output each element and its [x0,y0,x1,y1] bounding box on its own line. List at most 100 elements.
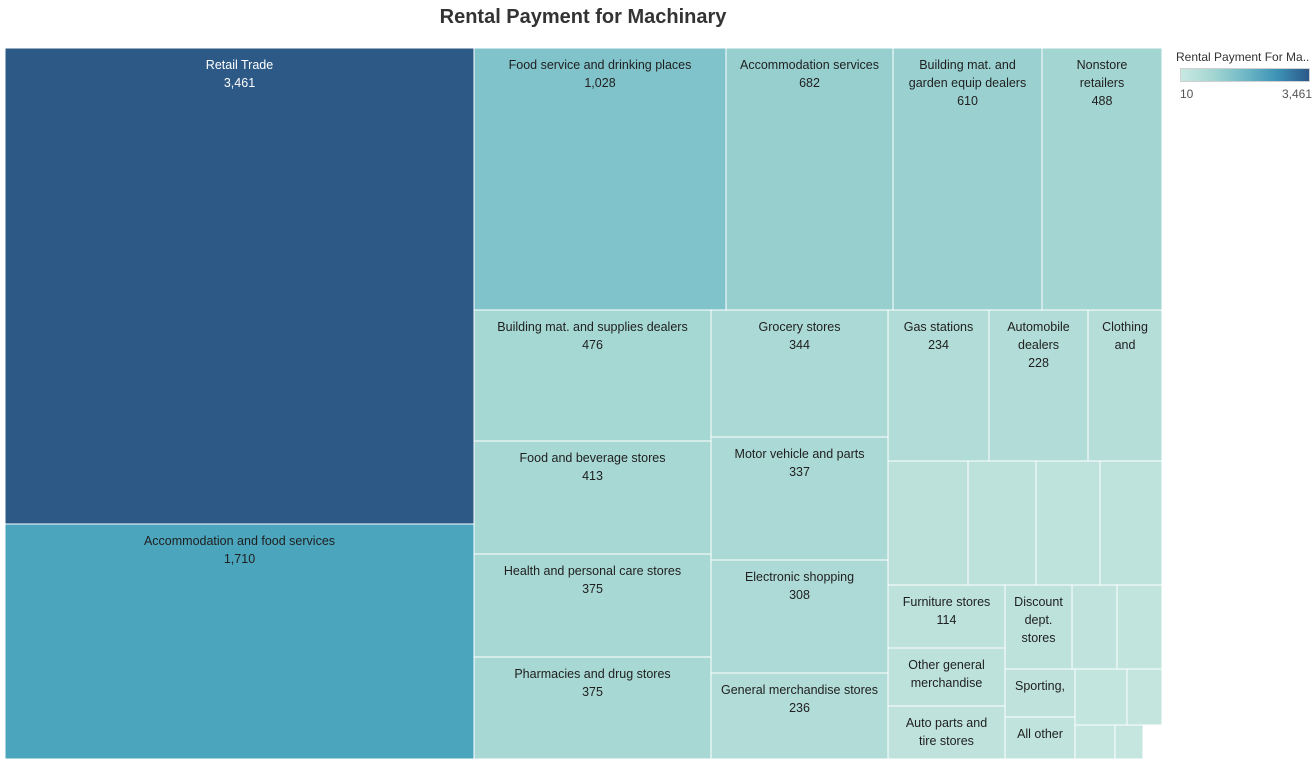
treemap-tile-rect[interactable] [887,460,969,586]
treemap-tile-accommodation-and-food-services[interactable]: Accommodation and food services 1,710 [4,523,475,760]
treemap-tile-motor-vehicle-and-parts[interactable]: Motor vehicle and parts 337 [710,436,889,561]
legend-min-label: 10 [1180,87,1194,101]
tile-label: Auto parts and [906,716,987,730]
treemap-tile-rect[interactable] [1126,668,1163,726]
treemap-tile-building-mat-and-garden-equip-dealers[interactable]: Building mat. and garden equip dealers 610 [892,47,1043,311]
tile-label: merchandise [911,676,983,690]
tile-label: Other general [908,658,984,672]
treemap-tile-general-merchandise-stores[interactable]: General merchandise stores 236 [710,672,889,760]
treemap-tile-rect[interactable] [892,47,1043,311]
treemap-tile-small-28[interactable] [1116,584,1163,670]
treemap-tile-rect[interactable] [1116,584,1163,670]
tile-label: Automobile [1007,320,1070,334]
tile-value: 308 [789,588,810,602]
tile-value: 682 [799,76,820,90]
treemap-tile-small-27[interactable] [1071,584,1118,670]
treemap-tile-auto-parts-and-tire-stores[interactable]: Auto parts and tire stores [887,705,1006,760]
treemap-tile-rect[interactable] [710,559,889,674]
treemap-tile-rect[interactable] [1114,724,1144,760]
tile-value: 413 [582,469,603,483]
treemap-tile-rect[interactable] [1074,668,1128,726]
tile-value: 337 [789,465,810,479]
tile-label: and [1115,338,1136,352]
tile-label: Accommodation and food services [144,534,335,548]
treemap-tile-other-general-merchandise[interactable]: Other general merchandise [887,647,1006,707]
tile-value: 234 [928,338,949,352]
tile-value: 1,028 [584,76,615,90]
treemap-tile-accommodation-services[interactable]: Accommodation services 682 [725,47,894,311]
treemap-tile-rect[interactable] [473,656,712,760]
treemap-tile-rect[interactable] [1041,47,1163,311]
tile-value: 610 [957,94,978,108]
treemap-tile-small-29[interactable] [1074,668,1128,726]
treemap-tile-rect[interactable] [887,647,1006,707]
treemap-tile-small-26[interactable] [1099,460,1163,586]
treemap-tile-rect[interactable] [1004,668,1076,718]
treemap-tile-rect[interactable] [988,309,1089,462]
treemap-tile-small-30[interactable] [1126,668,1163,726]
treemap-tile-automobile-dealers[interactable]: Automobile dealers 228 [988,309,1089,462]
tile-label: Pharmacies and drug stores [514,667,670,681]
tile-label: Gas stations [904,320,973,334]
treemap-tile-rect[interactable] [967,460,1037,586]
treemap-tile-food-and-beverage-stores[interactable]: Food and beverage stores 413 [473,440,712,555]
tile-label: Sporting, [1015,679,1065,693]
treemap-tile-small-23[interactable] [887,460,969,586]
treemap-tile-rect[interactable] [710,436,889,561]
treemap-tile-small-31[interactable] [1074,724,1116,760]
treemap-tile-rect[interactable] [710,672,889,760]
tile-value: 228 [1028,356,1049,370]
treemap-tile-gas-stations[interactable]: Gas stations 234 [887,309,990,462]
tile-value: 114 [937,613,957,627]
treemap-tile-rect[interactable] [473,440,712,555]
treemap-tile-rect[interactable] [887,309,990,462]
treemap-tile-sporting[interactable]: Sporting, [1004,668,1076,718]
treemap-tile-rect[interactable] [1074,724,1116,760]
tile-label: Discount [1014,595,1063,609]
tile-label: Food service and drinking places [509,58,692,72]
treemap-tile-discount-dept-stores[interactable]: Discount dept. stores [1004,584,1073,670]
treemap-tile-pharmacies-and-drug-stores[interactable]: Pharmacies and drug stores 375 [473,656,712,760]
treemap-tile-small-24[interactable] [967,460,1037,586]
tile-value: 3,461 [224,76,255,90]
treemap-tile-electronic-shopping[interactable]: Electronic shopping 308 [710,559,889,674]
treemap-tile-food-service-and-drinking-places[interactable]: Food service and drinking places 1,028 [473,47,727,311]
treemap-tile-retail-trade[interactable]: Retail Trade 3,461 [4,47,475,525]
tile-label: dept. [1025,613,1053,627]
legend-max-label: 3,461 [1281,87,1312,101]
tile-value: 236 [789,701,810,715]
chart-title: Rental Payment for Machinary [439,6,727,28]
treemap-tile-nonstore-retailers[interactable]: Nonstore retailers 488 [1041,47,1163,311]
legend-title: Rental Payment For Ma.. [1176,50,1310,64]
treemap-tile-rect[interactable] [887,705,1006,760]
tile-label: Accommodation services [740,58,879,72]
treemap-tile-rect[interactable] [473,553,712,658]
treemap-tile-small-25[interactable] [1035,460,1101,586]
tile-label: All other [1017,727,1063,741]
tile-label: Motor vehicle and parts [735,447,865,461]
treemap-tile-rect[interactable] [473,309,712,442]
treemap-tile-grocery-stores[interactable]: Grocery stores 344 [710,309,889,438]
tile-label: stores [1021,631,1055,645]
tile-value: 375 [582,582,603,596]
treemap-chart: Retail Trade 3,461 Accommodation and food … [4,47,1163,760]
treemap-tile-furniture-stores[interactable]: Furniture stores 114 [887,584,1006,649]
treemap-tile-health-and-personal-care-stores[interactable]: Health and personal care stores 375 [473,553,712,658]
treemap-tile-small-32[interactable] [1114,724,1144,760]
treemap-tile-rect[interactable] [1099,460,1163,586]
tile-label: Clothing [1102,320,1148,334]
tile-label: Nonstore [1077,58,1128,72]
treemap-tile-rect[interactable] [1071,584,1118,670]
treemap-tile-all-other[interactable]: All other [1004,716,1076,760]
legend-color-scale [1180,68,1310,82]
treemap-tile-rect[interactable] [473,47,727,311]
treemap-tile-building-mat-and-supplies-dealers[interactable]: Building mat. and supplies dealers 476 [473,309,712,442]
treemap-tile-rect[interactable] [1087,309,1163,462]
treemap-tile-rect[interactable] [1035,460,1101,586]
treemap-tile-rect[interactable] [4,47,475,525]
tile-value: 476 [582,338,603,352]
treemap-tile-clothing-and[interactable]: Clothing and [1087,309,1163,462]
treemap-tile-rect[interactable] [1004,584,1073,670]
tile-label: Electronic shopping [745,570,854,584]
tile-label: General merchandise stores [721,683,878,697]
